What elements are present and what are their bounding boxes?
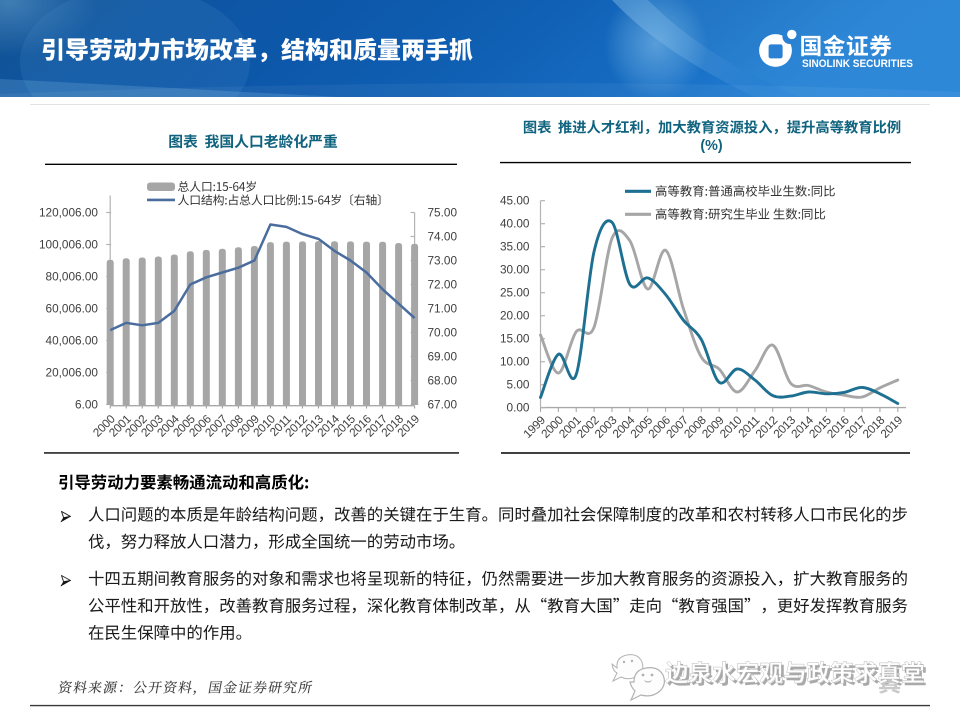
svg-text:67.00: 67.00 [428,398,458,412]
svg-text:35.00: 35.00 [500,240,530,254]
svg-text:40.00: 40.00 [500,217,530,231]
svg-text:15.00: 15.00 [500,332,530,346]
svg-text:69.00: 69.00 [428,350,458,364]
svg-text:45.00: 45.00 [500,194,530,208]
svg-text:40,006.00: 40,006.00 [46,334,99,348]
svg-text:30.00: 30.00 [500,263,530,277]
svg-text:0.00: 0.00 [507,401,530,415]
svg-text:6.00: 6.00 [75,398,98,412]
svg-text:71.00: 71.00 [428,302,458,316]
svg-text:120,006.00: 120,006.00 [39,206,98,220]
svg-text:20.00: 20.00 [500,309,530,323]
svg-text:68.00: 68.00 [428,374,458,388]
svg-text:(%): (%) [700,138,722,154]
svg-text:73.00: 73.00 [428,254,458,268]
svg-text:25.00: 25.00 [500,286,530,300]
svg-text:100,006.00: 100,006.00 [39,238,98,252]
svg-text:74.00: 74.00 [428,230,458,244]
svg-text:60,006.00: 60,006.00 [46,302,99,316]
svg-text:20,006.00: 20,006.00 [46,366,99,380]
svg-text:SINOLINK SECURITIES: SINOLINK SECURITIES [802,58,913,70]
svg-text:5.00: 5.00 [507,378,530,392]
svg-text:75.00: 75.00 [428,206,458,220]
svg-text:72.00: 72.00 [428,278,458,292]
svg-text:10.00: 10.00 [500,355,530,369]
svg-text:80,006.00: 80,006.00 [46,270,99,284]
svg-text:70.00: 70.00 [428,326,458,340]
svg-text:2019: 2019 [878,413,906,441]
